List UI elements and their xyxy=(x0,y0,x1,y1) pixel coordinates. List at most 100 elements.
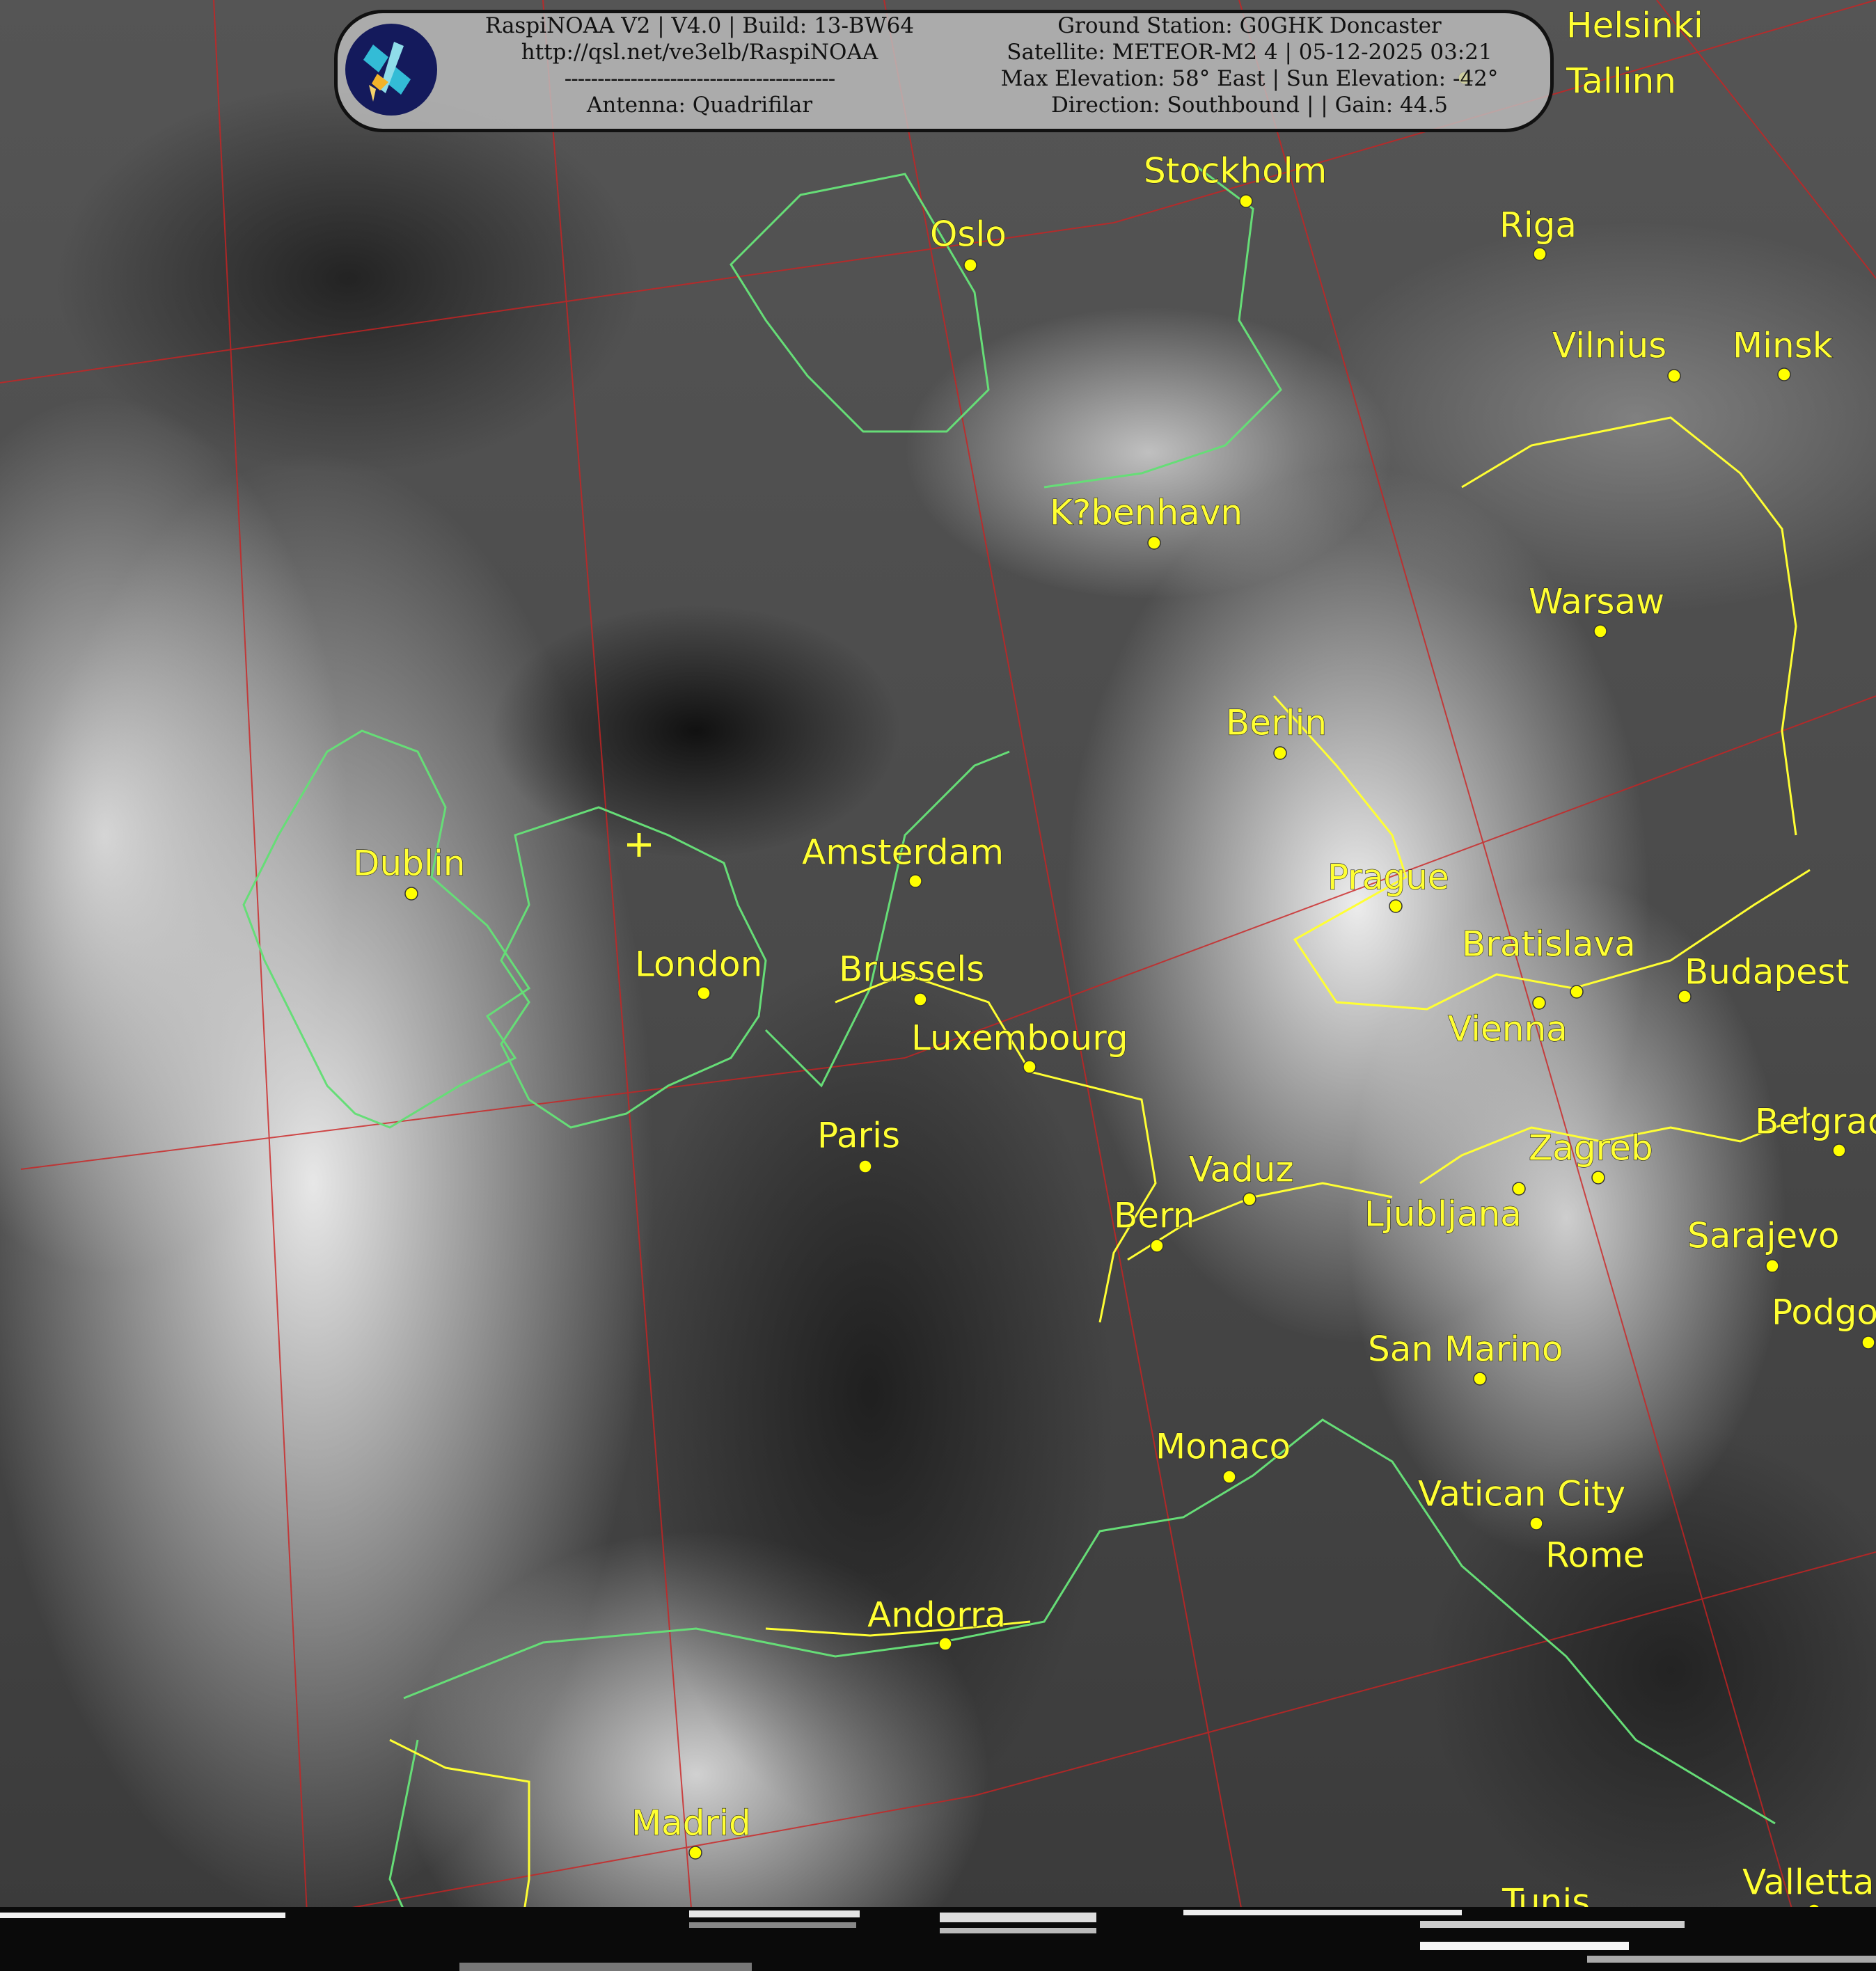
city-dot xyxy=(913,992,927,1006)
city-helsinki: Helsinki xyxy=(1566,5,1703,46)
pass-details: Ground Station: G0GHK Doncaster Satellit… xyxy=(961,13,1538,118)
separator: ----------------------------------------… xyxy=(564,66,835,91)
city-zagreb: Zagreb xyxy=(1528,1127,1653,1185)
city-label: Warsaw xyxy=(1529,582,1664,622)
city-dot xyxy=(1667,369,1681,383)
city-bern: Bern xyxy=(1113,1195,1195,1253)
city-label: Vatican City xyxy=(1418,1474,1625,1514)
software-url: http://qsl.net/ve3elb/RaspiNOAA xyxy=(521,40,878,65)
city-belgrade: Belgrade xyxy=(1754,1101,1876,1157)
country-borders xyxy=(389,416,1811,1971)
city-san-marino: San Marino xyxy=(1367,1329,1563,1386)
city-oslo: Oslo xyxy=(929,214,1007,272)
elevation-info: Max Elevation: 58° East | Sun Elevation:… xyxy=(1000,66,1499,91)
city-budapest: Budapest xyxy=(1678,951,1850,1004)
city-dot xyxy=(404,887,418,901)
city-dot xyxy=(1512,1182,1526,1196)
city-dot xyxy=(1593,624,1607,638)
city-label: Belgrade xyxy=(1755,1102,1876,1142)
city-dot xyxy=(1678,990,1692,1004)
city-dot xyxy=(1533,247,1547,261)
city-label: Brussels xyxy=(839,949,984,990)
city-ljubljana: Ljubljana xyxy=(1364,1182,1526,1235)
city-vatican-city: Vatican City xyxy=(1417,1473,1626,1530)
city-amsterdam: Amsterdam xyxy=(801,832,1004,888)
city-label: Prague xyxy=(1327,857,1449,898)
city-label: Bratislava xyxy=(1462,924,1636,965)
city-dot xyxy=(1239,194,1253,208)
city-vienna: Vienna xyxy=(1447,996,1568,1050)
city-monaco: Monaco xyxy=(1155,1426,1291,1484)
city-riga: Riga xyxy=(1499,205,1577,261)
city-dot xyxy=(1777,367,1791,381)
city-label: Riga xyxy=(1499,205,1577,246)
city-dot xyxy=(1473,1372,1487,1386)
city-prague: Prague xyxy=(1327,857,1449,913)
city-dot xyxy=(1861,1336,1875,1349)
city-label: Bern xyxy=(1114,1196,1195,1236)
station-software-info: RaspiNOAA V2 | V4.0 | Build: 13-BW64 htt… xyxy=(446,13,954,118)
city-label: Madrid xyxy=(631,1803,751,1844)
city-label: Budapest xyxy=(1685,952,1850,992)
city-label: Podgorica xyxy=(1772,1292,1876,1333)
coastlines xyxy=(242,166,1776,1971)
city-dot xyxy=(1832,1143,1846,1157)
city-dot xyxy=(908,874,922,888)
city-label: Minsk xyxy=(1733,326,1833,366)
city-podgorica: Podgorica xyxy=(1771,1292,1876,1349)
city-stockholm: Stockholm xyxy=(1143,150,1327,208)
city-label: Oslo xyxy=(930,214,1007,255)
city-dot xyxy=(1532,996,1546,1010)
city-label: Helsinki xyxy=(1566,6,1703,46)
city-label: K?benhavn xyxy=(1050,493,1243,533)
city-vaduz: Vaduz xyxy=(1188,1149,1294,1206)
city-bratislava: Bratislava xyxy=(1461,924,1636,999)
antenna-info: Antenna: Quadrifilar xyxy=(586,93,813,118)
city-luxembourg: Luxembourg xyxy=(911,1018,1128,1074)
satellite-icon xyxy=(345,24,437,116)
city-label: Paris xyxy=(817,1116,900,1156)
city-label: Rome xyxy=(1545,1535,1645,1576)
city-vilnius: Vilnius xyxy=(1552,325,1681,383)
city-dot xyxy=(1529,1517,1543,1530)
city-valletta: Valletta xyxy=(1742,1862,1875,1917)
software-version: RaspiNOAA V2 | V4.0 | Build: 13-BW64 xyxy=(484,13,915,38)
city-label: Ljubljana xyxy=(1364,1194,1522,1235)
city-label: Vienna xyxy=(1448,1009,1568,1050)
direction-gain: Direction: Southbound | | Gain: 44.5 xyxy=(1050,93,1449,118)
city-dot xyxy=(1243,1192,1256,1206)
city-label: Berlin xyxy=(1226,703,1327,743)
city-dot xyxy=(858,1159,872,1173)
ground-station-plus-icon xyxy=(627,833,651,857)
ground-station: Ground Station: G0GHK Doncaster xyxy=(1057,13,1442,38)
city-minsk: Minsk xyxy=(1732,325,1833,381)
city-label: Stockholm xyxy=(1144,151,1327,191)
city-label: Sarajevo xyxy=(1687,1216,1839,1256)
city-dot xyxy=(1222,1470,1236,1484)
city-markers: Helsinki Tallinn Stockholm Oslo Riga Vilnius M… xyxy=(352,5,1876,1938)
city-dot xyxy=(1765,1259,1779,1273)
city-label: Vaduz xyxy=(1189,1150,1294,1190)
city-label: Luxembourg xyxy=(911,1018,1128,1059)
city-label: Tallinn xyxy=(1566,61,1676,102)
city-warsaw: Warsaw xyxy=(1528,581,1665,638)
city-sarajevo: Sarajevo xyxy=(1687,1215,1840,1273)
city-brussels: Brussels xyxy=(838,949,985,1006)
city-dot xyxy=(1273,746,1287,760)
city-dot xyxy=(1570,985,1584,999)
city-label: Amsterdam xyxy=(802,832,1004,873)
city-label: San Marino xyxy=(1368,1329,1563,1370)
pass-info-panel xyxy=(334,10,1554,132)
city-label: Andorra xyxy=(867,1595,1006,1636)
city-dot xyxy=(1023,1060,1036,1074)
city-label: Dublin xyxy=(353,844,465,884)
city-label: Valletta xyxy=(1742,1862,1874,1903)
city-andorra: Andorra xyxy=(867,1594,1007,1651)
city-dublin: Dublin xyxy=(352,843,466,901)
city-dot xyxy=(963,258,977,272)
city-berlin: Berlin xyxy=(1225,702,1327,760)
city-label: Vilnius xyxy=(1552,326,1666,366)
city-madrid: Madrid xyxy=(631,1803,751,1860)
